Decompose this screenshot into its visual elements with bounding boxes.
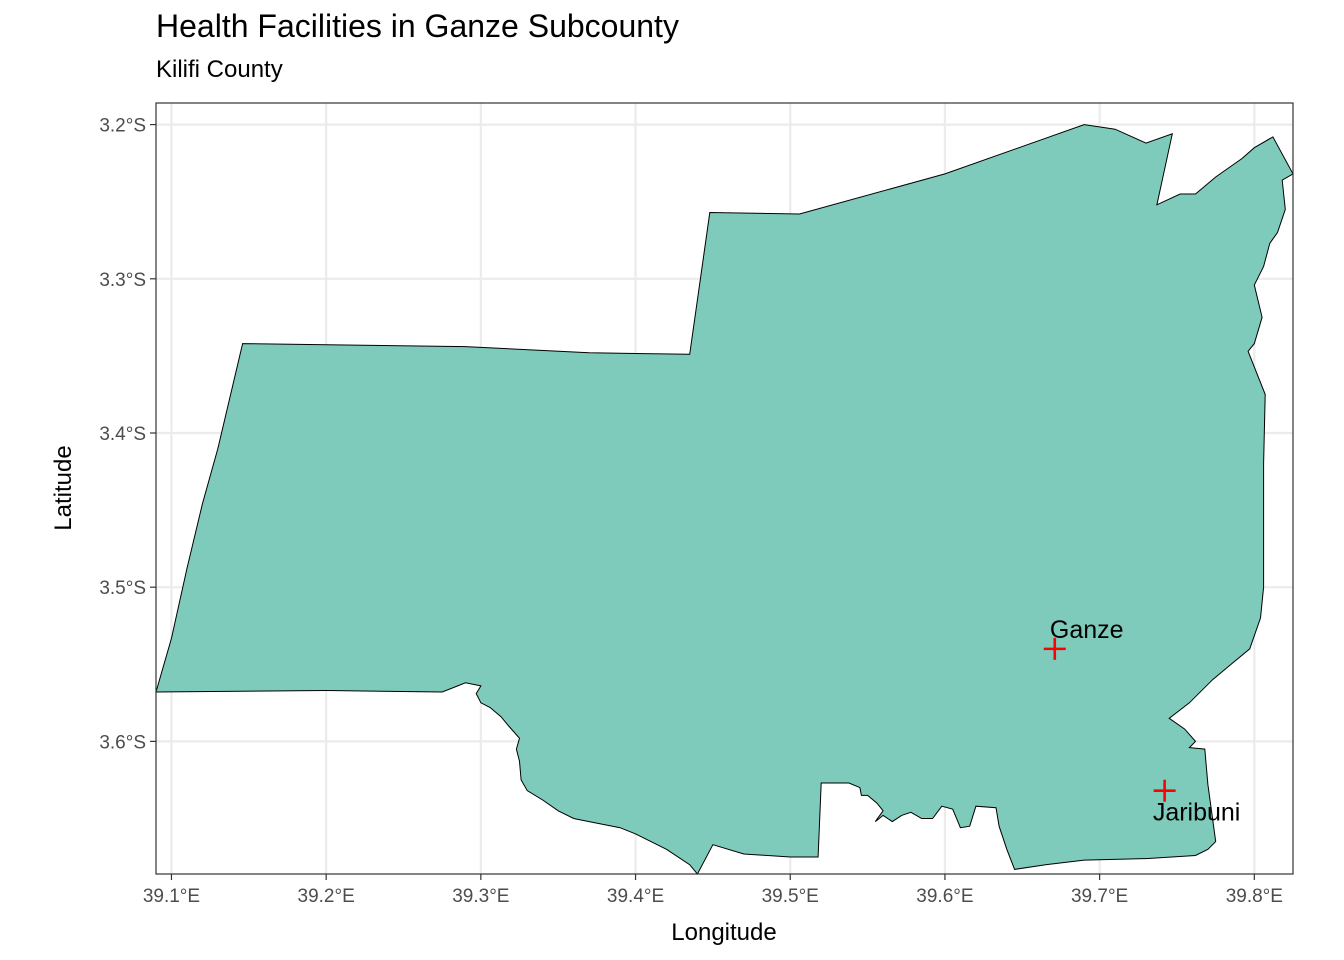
x-tick-label: 39.1°E xyxy=(143,886,200,907)
map-title: Health Facilities in Ganze Subcounty xyxy=(156,8,679,44)
x-tick-label: 39.3°E xyxy=(452,886,509,907)
y-tick-label: 3.2°S xyxy=(99,116,146,137)
facility-layer: Ganze Jaribuni xyxy=(1043,616,1241,827)
y-tick-label: 3.5°S xyxy=(99,578,146,599)
plot-panel-border xyxy=(155,102,1294,875)
y-tick-label: 3.6°S xyxy=(99,732,146,753)
x-axis-title: Longitude xyxy=(671,919,776,946)
facility-label: Jaribuni xyxy=(1153,799,1241,827)
x-tick-label: 39.7°E xyxy=(1071,886,1128,907)
x-tick-label: 39.5°E xyxy=(762,886,819,907)
facility-marker: Ganze xyxy=(1043,616,1124,660)
x-tick-label: 39.2°E xyxy=(298,886,355,907)
facility-marker: Jaribuni xyxy=(1153,779,1241,827)
y-axis-title: Latitude xyxy=(50,445,77,530)
ganze-subcounty-boundary xyxy=(155,124,1294,875)
facility-label: Ganze xyxy=(1050,616,1124,644)
x-axis-ticks: 39.1°E 39.2°E 39.3°E 39.4°E 39.5°E 39.6°E 39.7… xyxy=(143,874,1283,907)
map-subtitle: Kilifi County xyxy=(156,56,283,83)
x-tick-label: 39.4°E xyxy=(607,886,664,907)
y-axis-ticks: 3.2°S 3.3°S 3.4°S 3.5°S 3.6°S xyxy=(99,116,156,753)
x-tick-label: 39.8°E xyxy=(1226,886,1283,907)
x-tick-label: 39.6°E xyxy=(916,886,973,907)
y-tick-label: 3.4°S xyxy=(99,424,146,445)
y-tick-label: 3.3°S xyxy=(99,270,146,291)
